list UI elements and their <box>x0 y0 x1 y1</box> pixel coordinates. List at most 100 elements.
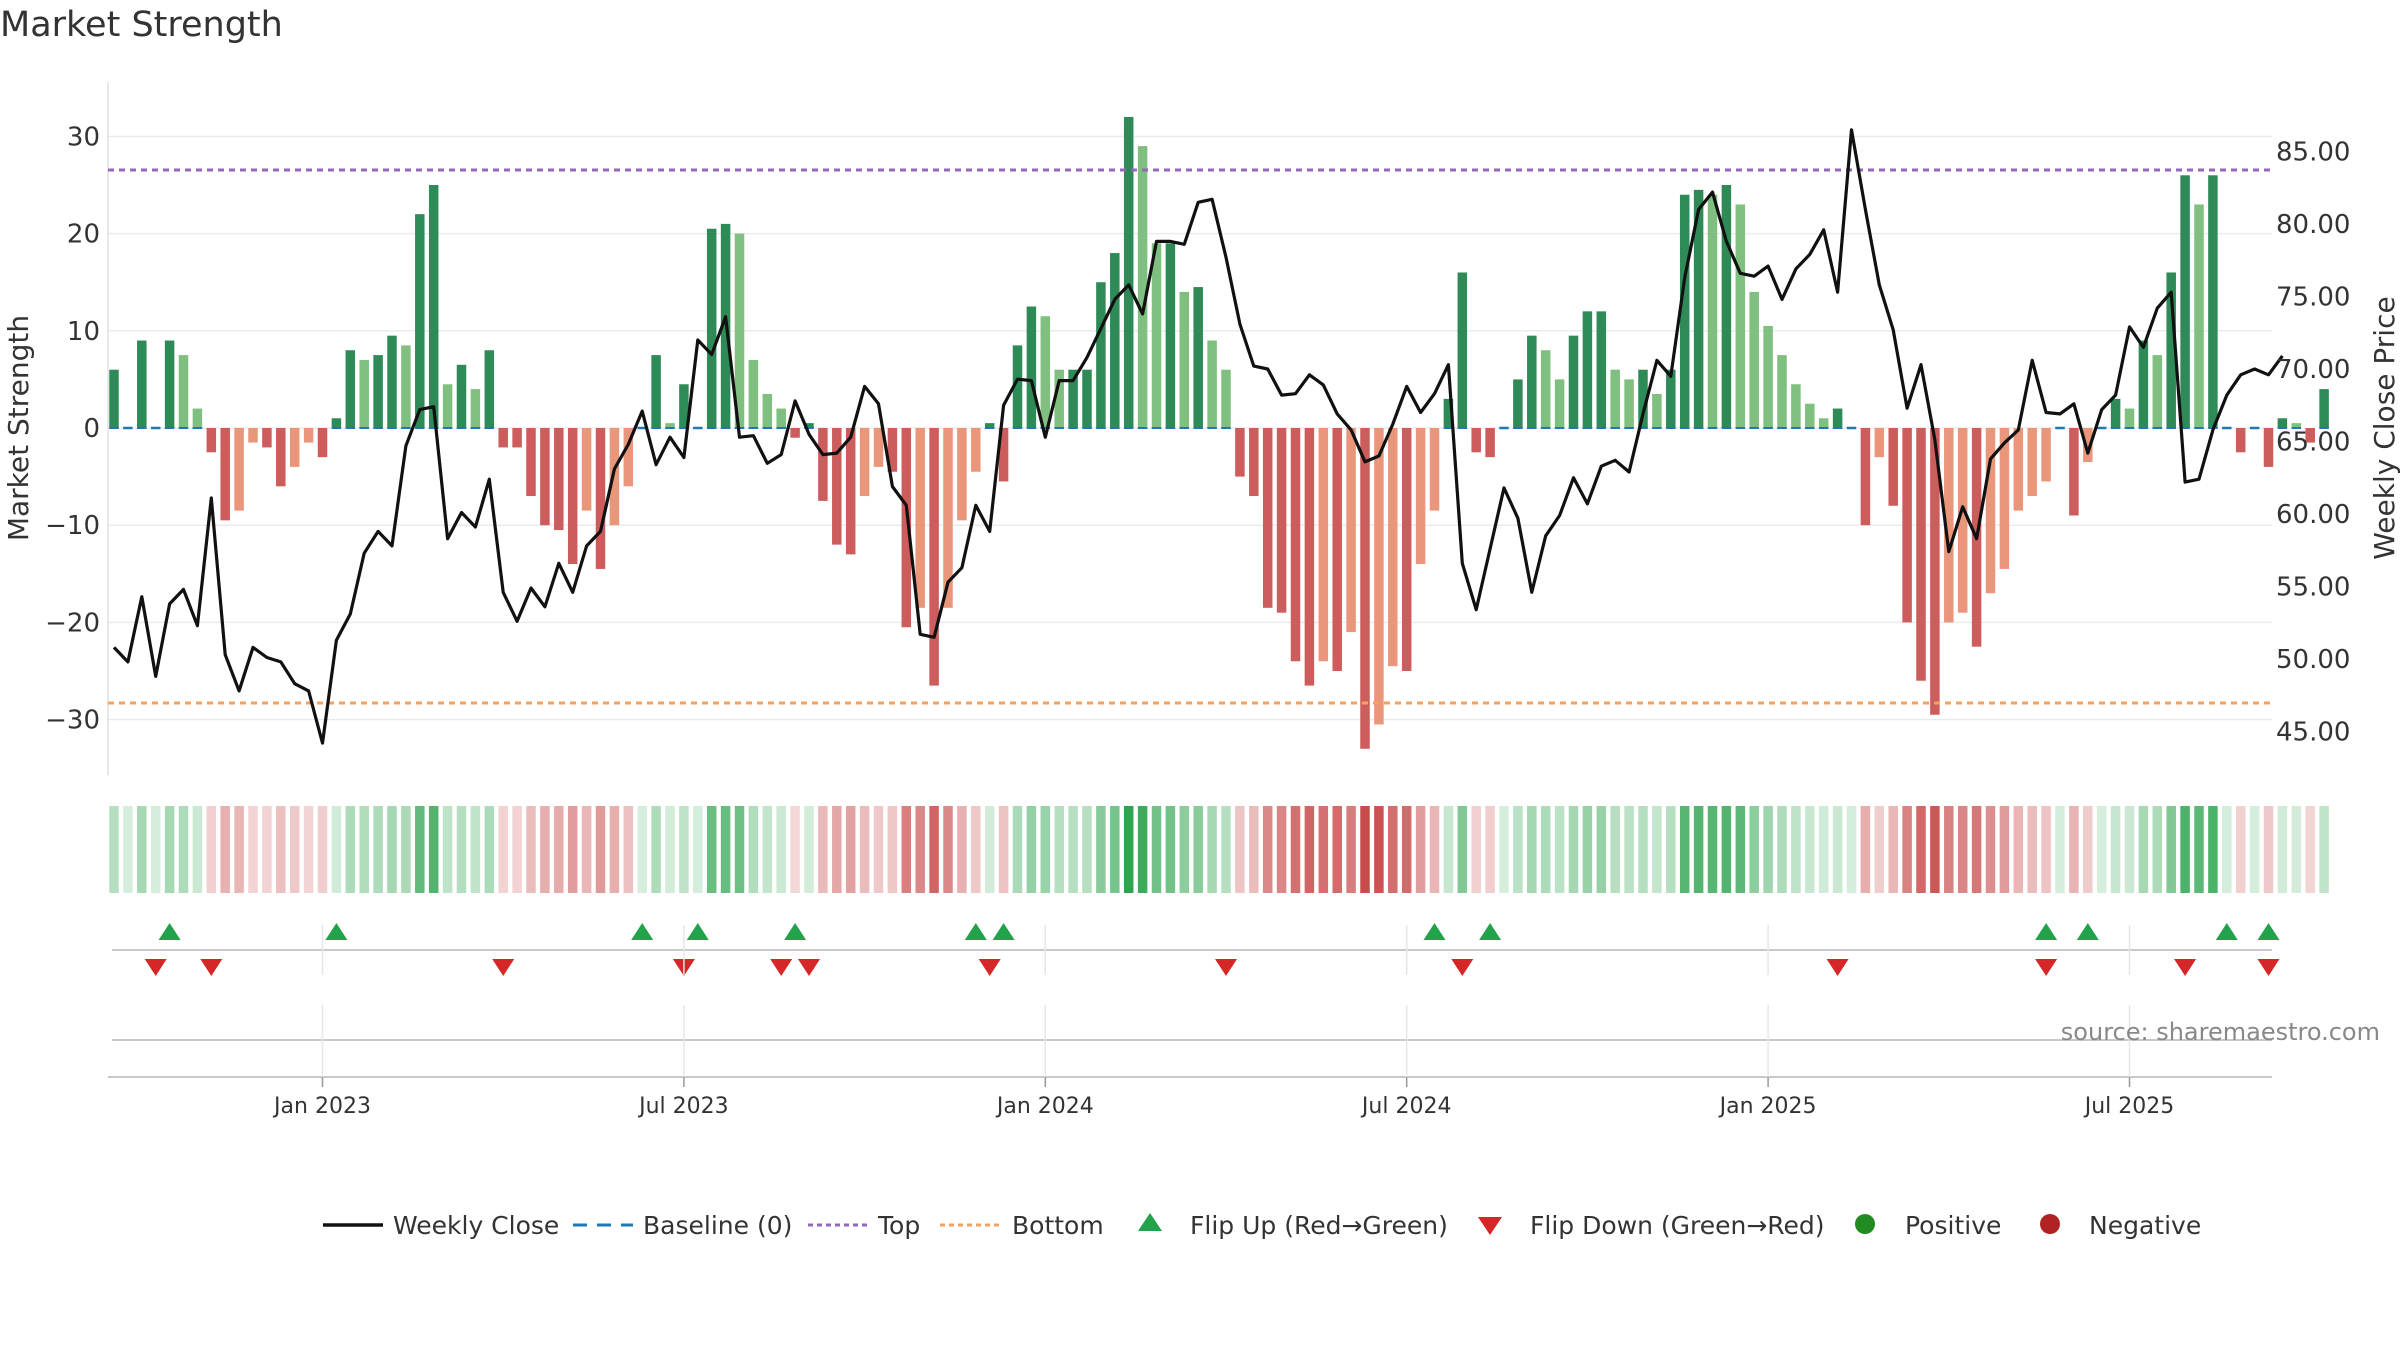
legend-flip-up-swatch <box>1138 1213 1162 1231</box>
strength-bar <box>526 428 536 497</box>
heat-cell <box>248 806 258 893</box>
strength-bar <box>734 233 745 428</box>
strength-bar <box>1930 428 1940 715</box>
heat-cell <box>1693 806 1704 893</box>
strength-bar <box>1193 287 1203 428</box>
heat-cell <box>971 806 981 893</box>
right-tick-label: 55.00 <box>2276 573 2350 603</box>
x-tick-label: Jul 2025 <box>2083 1094 2175 1119</box>
heat-cell <box>1638 806 1648 893</box>
strength-bar <box>2235 428 2246 453</box>
strength-bar <box>957 428 967 521</box>
heat-cell <box>1957 806 1968 893</box>
heat-cell <box>1082 806 1092 893</box>
flip-up-marker <box>2215 923 2238 940</box>
heat-cell <box>512 806 522 893</box>
left-axis: 30 20 10 0 −10 −20 −30 <box>45 122 100 735</box>
heat-cell <box>2235 806 2246 893</box>
strength-bar <box>206 428 217 453</box>
heat-cell <box>832 806 842 893</box>
strength-bar <box>1262 428 1273 608</box>
strength-bar <box>1638 369 1648 428</box>
strength-bar <box>1401 428 1412 671</box>
strength-bar <box>2152 355 2163 428</box>
heat-cell <box>1818 806 1829 893</box>
heat-cell <box>2263 806 2274 893</box>
heat-cell <box>1999 806 2010 893</box>
strength-bar <box>901 428 912 628</box>
strength-bar <box>484 350 495 428</box>
heat-cell <box>2180 806 2190 893</box>
heat-cell <box>2027 806 2037 893</box>
strength-bar <box>373 355 383 428</box>
heat-cell <box>1985 806 1996 893</box>
heat-cell <box>651 806 661 893</box>
strength-bar <box>1207 340 1217 428</box>
strength-bar <box>1235 428 1245 477</box>
strength-bar <box>1221 369 1231 428</box>
flip-up-marker <box>1479 923 1502 940</box>
flip-up-marker <box>325 923 348 940</box>
heat-cell <box>442 806 453 893</box>
heat-cell <box>150 806 161 893</box>
flip-down-marker <box>2174 959 2197 976</box>
heat-cell <box>1527 806 1537 893</box>
strength-bar <box>1749 291 1759 428</box>
heat-cell <box>595 806 606 893</box>
heat-cell <box>984 806 995 893</box>
heat-cell <box>1805 806 1815 893</box>
right-tick-label: 60.00 <box>2276 500 2350 530</box>
flip-down-marker <box>1451 959 1474 976</box>
strength-bar <box>873 428 884 467</box>
strength-bar <box>2208 175 2218 428</box>
left-tick-label: −30 <box>45 706 100 736</box>
strength-bar <box>428 185 439 428</box>
strength-bar <box>512 428 522 448</box>
strength-bar <box>1999 428 2010 569</box>
heat-cell <box>484 806 495 893</box>
legend-negative-swatch <box>2040 1214 2060 1234</box>
strength-bar <box>415 214 425 428</box>
strength-bar <box>1179 291 1190 428</box>
flip-down-marker <box>978 959 1001 976</box>
heat-cell <box>1290 806 1301 893</box>
heat-cell <box>776 806 786 893</box>
heat-cell <box>693 806 703 893</box>
heat-cell <box>1151 806 1162 893</box>
strength-bar <box>540 428 550 526</box>
heat-cell <box>2138 806 2149 893</box>
heat-cell <box>1249 806 1259 893</box>
strength-bar <box>1874 428 1885 458</box>
strength-bar <box>401 345 411 428</box>
heat-cell <box>901 806 912 893</box>
right-tick-label: 70.00 <box>2276 355 2350 385</box>
strength-bars <box>109 116 2329 749</box>
strength-bar <box>1096 282 1106 428</box>
flip-up-marker <box>2076 923 2099 940</box>
strength-bar <box>456 364 467 428</box>
heat-cell <box>762 806 773 893</box>
heat-cell <box>818 806 828 893</box>
flip-down-marker <box>1215 959 1237 976</box>
heat-cell <box>609 806 620 893</box>
legend-label: Flip Down (Green→Red) <box>1530 1211 1825 1240</box>
heat-cell <box>1110 806 1120 893</box>
heat-cell <box>2069 806 2079 893</box>
strength-bar <box>2083 428 2093 463</box>
strength-bar <box>387 335 397 428</box>
grid-lines <box>107 82 2272 775</box>
strength-bar <box>859 428 870 497</box>
strength-bar <box>1290 428 1301 662</box>
weekly-close-line <box>112 128 2284 745</box>
strength-bar <box>1110 253 1120 428</box>
heat-cell <box>2194 806 2204 893</box>
flip-up-marker <box>964 923 987 940</box>
strength-bar <box>1624 379 1634 428</box>
heat-cell <box>1916 806 1926 893</box>
left-tick-label: 30 <box>67 122 100 152</box>
heat-cell <box>2277 806 2288 893</box>
strength-bar <box>595 428 606 569</box>
heat-cell <box>1471 806 1481 893</box>
strength-bar <box>1957 428 1968 613</box>
strength-bar <box>790 428 800 438</box>
